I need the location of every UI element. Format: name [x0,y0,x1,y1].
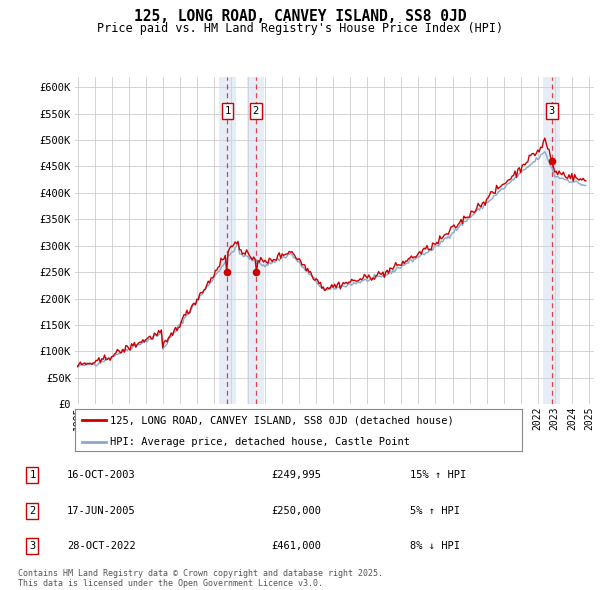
Text: 3: 3 [29,541,35,551]
Text: 17-JUN-2005: 17-JUN-2005 [67,506,136,516]
Bar [544,77,560,404]
Text: 28-OCT-2022: 28-OCT-2022 [67,541,136,551]
Text: 5% ↑ HPI: 5% ↑ HPI [410,506,460,516]
Text: HPI: Average price, detached house, Castle Point: HPI: Average price, detached house, Cast… [110,437,410,447]
Text: 2: 2 [29,506,35,516]
Text: 125, LONG ROAD, CANVEY ISLAND, SS8 0JD: 125, LONG ROAD, CANVEY ISLAND, SS8 0JD [134,9,466,24]
Text: 125, LONG ROAD, CANVEY ISLAND, SS8 0JD (detached house): 125, LONG ROAD, CANVEY ISLAND, SS8 0JD (… [110,415,454,425]
Text: 15% ↑ HPI: 15% ↑ HPI [410,470,466,480]
Text: 2: 2 [253,106,259,116]
Text: 1: 1 [224,106,230,116]
Text: 1: 1 [29,470,35,480]
Bar [247,77,265,404]
Text: 3: 3 [549,106,555,116]
Text: £250,000: £250,000 [271,506,322,516]
Text: Contains HM Land Registry data © Crown copyright and database right 2025.
This d: Contains HM Land Registry data © Crown c… [18,569,383,588]
Text: 8% ↓ HPI: 8% ↓ HPI [410,541,460,551]
Text: Price paid vs. HM Land Registry's House Price Index (HPI): Price paid vs. HM Land Registry's House … [97,22,503,35]
Text: £249,995: £249,995 [271,470,322,480]
Text: 16-OCT-2003: 16-OCT-2003 [67,470,136,480]
Text: £461,000: £461,000 [271,541,322,551]
Bar [219,77,236,404]
